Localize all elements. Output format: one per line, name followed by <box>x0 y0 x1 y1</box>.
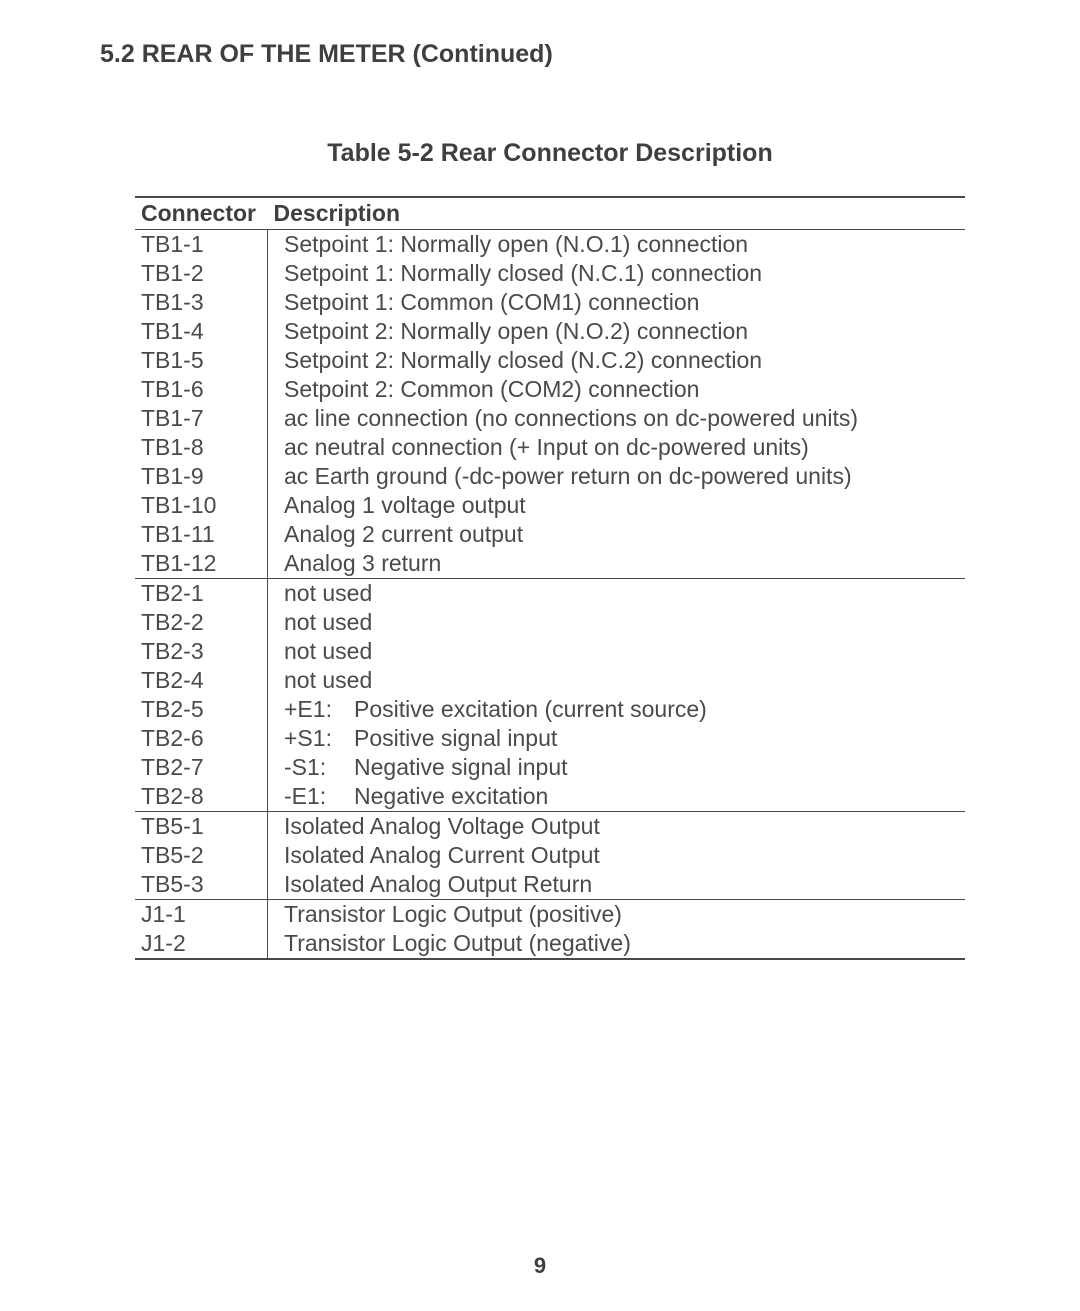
table-row: TB1-4Setpoint 2: Normally open (N.O.2) c… <box>135 317 965 346</box>
description-cell: Setpoint 2: Normally closed (N.C.2) conn… <box>268 346 966 375</box>
connector-cell: TB2-4 <box>135 666 268 695</box>
connector-cell: TB2-2 <box>135 608 268 637</box>
description-cell: +E1:Positive excitation (current source) <box>268 695 966 724</box>
description-cell: ac neutral connection (+ Input on dc-pow… <box>268 433 966 462</box>
table-row: TB1-7ac line connection (no connections … <box>135 404 965 433</box>
header-description: Description <box>268 197 966 230</box>
signal-label: +E1: <box>284 696 354 723</box>
connector-cell: TB2-5 <box>135 695 268 724</box>
table-row: J1-1Transistor Logic Output (positive) <box>135 900 965 930</box>
description-cell: not used <box>268 666 966 695</box>
table-row: TB1-12Analog 3 return <box>135 549 965 579</box>
description-cell: not used <box>268 637 966 666</box>
table-caption: Table 5-2 Rear Connector Description <box>100 139 1000 168</box>
connector-cell: J1-2 <box>135 929 268 959</box>
connector-cell: TB1-2 <box>135 259 268 288</box>
connector-cell: TB1-7 <box>135 404 268 433</box>
table-row: TB2-2not used <box>135 608 965 637</box>
description-cell: Isolated Analog Output Return <box>268 870 966 900</box>
connector-cell: TB1-11 <box>135 520 268 549</box>
table-row: TB5-1Isolated Analog Voltage Output <box>135 812 965 842</box>
table-row: TB1-10Analog 1 voltage output <box>135 491 965 520</box>
connector-cell: TB1-3 <box>135 288 268 317</box>
table-row: TB5-3Isolated Analog Output Return <box>135 870 965 900</box>
connector-cell: TB2-7 <box>135 753 268 782</box>
connector-cell: J1-1 <box>135 900 268 930</box>
connector-cell: TB2-1 <box>135 579 268 609</box>
description-cell: not used <box>268 608 966 637</box>
description-cell: Analog 2 current output <box>268 520 966 549</box>
table-row: TB1-11Analog 2 current output <box>135 520 965 549</box>
connector-table: Connector Description TB1-1Setpoint 1: N… <box>135 196 965 960</box>
description-cell: Analog 1 voltage output <box>268 491 966 520</box>
description-cell: ac Earth ground (-dc-power return on dc-… <box>268 462 966 491</box>
description-cell: Isolated Analog Current Output <box>268 841 966 870</box>
connector-cell: TB1-9 <box>135 462 268 491</box>
description-cell: not used <box>268 579 966 609</box>
connector-cell: TB1-6 <box>135 375 268 404</box>
table-row: TB2-7-S1:Negative signal input <box>135 753 965 782</box>
table-row: TB2-1not used <box>135 579 965 609</box>
connector-cell: TB1-4 <box>135 317 268 346</box>
description-cell: -E1:Negative excitation <box>268 782 966 812</box>
connector-cell: TB2-6 <box>135 724 268 753</box>
connector-cell: TB1-5 <box>135 346 268 375</box>
connector-cell: TB5-1 <box>135 812 268 842</box>
description-cell: Setpoint 2: Common (COM2) connection <box>268 375 966 404</box>
connector-cell: TB1-10 <box>135 491 268 520</box>
header-connector: Connector <box>135 197 268 230</box>
table-row: TB1-9ac Earth ground (-dc-power return o… <box>135 462 965 491</box>
table-row: TB1-2Setpoint 1: Normally closed (N.C.1)… <box>135 259 965 288</box>
connector-cell: TB2-8 <box>135 782 268 812</box>
section-heading: 5.2 REAR OF THE METER (Continued) <box>100 40 1000 69</box>
table-row: TB2-5+E1:Positive excitation (current so… <box>135 695 965 724</box>
connector-cell: TB5-2 <box>135 841 268 870</box>
table-row: TB1-5Setpoint 2: Normally closed (N.C.2)… <box>135 346 965 375</box>
table-row: TB5-2Isolated Analog Current Output <box>135 841 965 870</box>
description-cell: Setpoint 2: Normally open (N.O.2) connec… <box>268 317 966 346</box>
table-row: J1-2Transistor Logic Output (negative) <box>135 929 965 959</box>
connector-cell: TB1-1 <box>135 230 268 260</box>
table-row: TB1-3Setpoint 1: Common (COM1) connectio… <box>135 288 965 317</box>
description-cell: Transistor Logic Output (positive) <box>268 900 966 930</box>
signal-label: +S1: <box>284 725 354 752</box>
description-cell: Setpoint 1: Common (COM1) connection <box>268 288 966 317</box>
connector-cell: TB5-3 <box>135 870 268 900</box>
description-cell: -S1:Negative signal input <box>268 753 966 782</box>
description-cell: Setpoint 1: Normally open (N.O.1) connec… <box>268 230 966 260</box>
table-row: TB2-6+S1:Positive signal input <box>135 724 965 753</box>
signal-label: -S1: <box>284 754 354 781</box>
description-cell: Setpoint 1: Normally closed (N.C.1) conn… <box>268 259 966 288</box>
description-cell: Analog 3 return <box>268 549 966 579</box>
description-cell: +S1:Positive signal input <box>268 724 966 753</box>
table-row: TB1-1Setpoint 1: Normally open (N.O.1) c… <box>135 230 965 260</box>
connector-cell: TB1-12 <box>135 549 268 579</box>
table-row: TB2-8-E1:Negative excitation <box>135 782 965 812</box>
description-cell: Isolated Analog Voltage Output <box>268 812 966 842</box>
table-row: TB1-6Setpoint 2: Common (COM2) connectio… <box>135 375 965 404</box>
table-row: TB2-3not used <box>135 637 965 666</box>
description-cell: ac line connection (no connections on dc… <box>268 404 966 433</box>
connector-cell: TB1-8 <box>135 433 268 462</box>
signal-label: -E1: <box>284 783 354 810</box>
connector-cell: TB2-3 <box>135 637 268 666</box>
page-number: 9 <box>0 1253 1080 1279</box>
description-cell: Transistor Logic Output (negative) <box>268 929 966 959</box>
table-header-row: Connector Description <box>135 197 965 230</box>
table-row: TB1-8ac neutral connection (+ Input on d… <box>135 433 965 462</box>
table-row: TB2-4not used <box>135 666 965 695</box>
